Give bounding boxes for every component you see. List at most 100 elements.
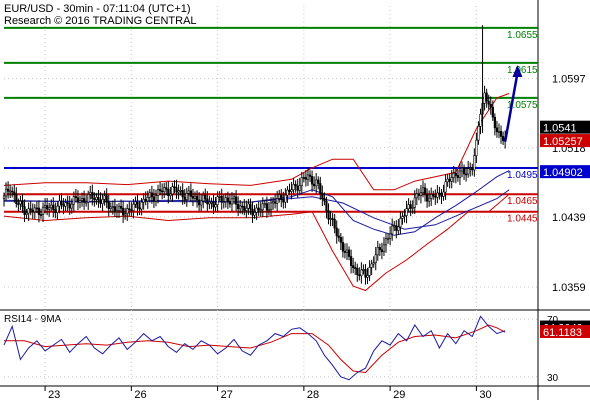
candle-body [278, 194, 281, 199]
candle-body [15, 194, 18, 205]
level-label: 1.0465 [507, 196, 538, 207]
candle-body [302, 177, 305, 179]
candle-body [487, 100, 490, 105]
candle-body [403, 215, 406, 217]
candle-body [124, 213, 127, 216]
level-label: 1.0495 [507, 170, 538, 181]
candle-body [473, 155, 476, 171]
candle-body [308, 174, 312, 177]
candle-body [493, 116, 496, 129]
price-tag [540, 120, 590, 134]
candle-body [327, 210, 330, 220]
candle-body [152, 196, 156, 202]
candle-body [37, 207, 41, 215]
candle-body [220, 196, 223, 203]
candle-body [27, 208, 30, 214]
candle-body [300, 177, 303, 186]
candle-body [341, 242, 344, 252]
candle-body [269, 202, 273, 211]
candle-body [267, 209, 271, 212]
candle-body [60, 200, 63, 205]
candle-body [35, 207, 38, 210]
candle-body [216, 196, 219, 206]
candle-body [288, 189, 291, 192]
candle-body [335, 227, 338, 237]
candle-body [499, 130, 503, 137]
candle-body [228, 201, 232, 205]
candle-body [465, 173, 468, 176]
candle-body [263, 203, 266, 205]
candle-body [319, 183, 322, 194]
candle-body [19, 200, 22, 205]
candle-body [265, 203, 268, 211]
candle-body [413, 197, 416, 208]
rsi-ma-line [4, 324, 506, 374]
candle-body [175, 187, 178, 193]
candle-body [356, 267, 359, 275]
candle-body [195, 195, 199, 201]
candle-body [282, 199, 285, 203]
candle-body [321, 193, 324, 199]
candle-body [395, 225, 398, 231]
candle-body [438, 192, 441, 195]
candle-body [389, 233, 392, 239]
x-tick-label: 29 [393, 389, 405, 400]
candle-body [411, 207, 414, 209]
candle-body [251, 208, 254, 216]
candle-body [454, 172, 457, 176]
candle-body [9, 190, 12, 193]
candle-body [185, 193, 188, 200]
candle-body [325, 200, 328, 211]
candle-body [417, 193, 420, 196]
candle-body [440, 192, 443, 197]
candle-body [41, 206, 45, 215]
candle-body [448, 178, 451, 182]
candle-body [191, 196, 195, 199]
candle-body [401, 216, 404, 219]
candle-body [349, 256, 353, 266]
candle-body [154, 195, 158, 202]
candle-body [452, 172, 455, 178]
x-tick-label: 28 [307, 389, 319, 400]
candle-body [126, 208, 129, 215]
candle-body [237, 203, 240, 210]
candle-body [101, 199, 104, 204]
candle-body [58, 200, 61, 207]
candle-body [97, 196, 100, 201]
candle-body [239, 205, 242, 210]
forecast-arrow-shaft [503, 72, 519, 142]
candle-body [286, 189, 289, 196]
candle-body [380, 249, 384, 253]
candle-body [370, 263, 373, 268]
candle-body [189, 190, 193, 197]
candle-body [193, 195, 197, 199]
candle-body [501, 136, 505, 142]
candle-body [144, 198, 147, 202]
candle-body [105, 195, 108, 203]
candle-body [444, 181, 447, 193]
candle-body [130, 209, 133, 212]
candle-body [436, 192, 439, 198]
candle-body [43, 205, 47, 208]
candle-body [485, 92, 488, 102]
candle-body [232, 196, 236, 200]
candle-body [450, 177, 453, 182]
candle-body [214, 204, 217, 208]
candle-body [331, 218, 334, 220]
candle-body [245, 207, 248, 211]
candle-body [25, 212, 28, 215]
candle-body [364, 269, 367, 278]
candle-body [171, 186, 174, 195]
candle-body [7, 188, 10, 192]
candle-body [391, 225, 394, 235]
candle-body [345, 249, 349, 253]
candle-body [31, 209, 34, 213]
candle-body [317, 179, 320, 184]
candle-body [142, 198, 145, 203]
candle-body [315, 179, 318, 187]
candle-body [146, 196, 149, 202]
candle-body [200, 200, 203, 206]
candle-body [230, 198, 234, 205]
